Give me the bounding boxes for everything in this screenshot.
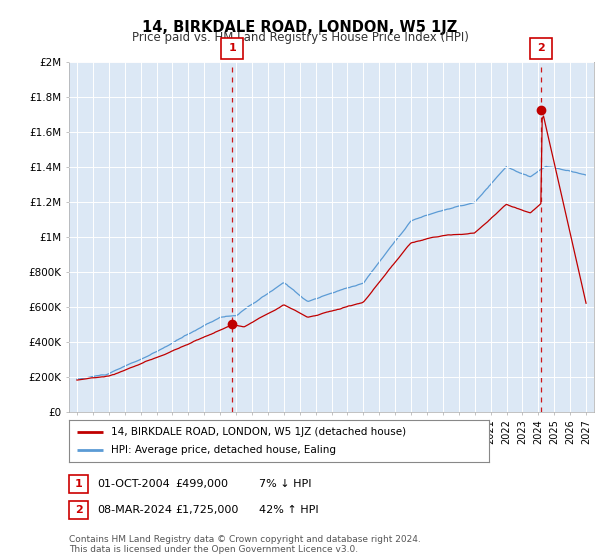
Text: £499,000: £499,000 [175, 479, 228, 489]
Text: £1,725,000: £1,725,000 [175, 505, 239, 515]
Text: 2: 2 [537, 43, 545, 53]
Text: 7% ↓ HPI: 7% ↓ HPI [259, 479, 312, 489]
Text: 14, BIRKDALE ROAD, LONDON, W5 1JZ: 14, BIRKDALE ROAD, LONDON, W5 1JZ [142, 20, 458, 35]
Text: 08-MAR-2024: 08-MAR-2024 [97, 505, 172, 515]
Text: 42% ↑ HPI: 42% ↑ HPI [259, 505, 319, 515]
Text: 14, BIRKDALE ROAD, LONDON, W5 1JZ (detached house): 14, BIRKDALE ROAD, LONDON, W5 1JZ (detac… [111, 427, 406, 437]
Text: 2: 2 [75, 505, 82, 515]
Text: Price paid vs. HM Land Registry's House Price Index (HPI): Price paid vs. HM Land Registry's House … [131, 31, 469, 44]
Text: 1: 1 [228, 43, 236, 53]
Text: Contains HM Land Registry data © Crown copyright and database right 2024.
This d: Contains HM Land Registry data © Crown c… [69, 535, 421, 554]
Text: 1: 1 [75, 479, 82, 489]
Text: HPI: Average price, detached house, Ealing: HPI: Average price, detached house, Eali… [111, 445, 336, 455]
Text: 01-OCT-2004: 01-OCT-2004 [97, 479, 170, 489]
